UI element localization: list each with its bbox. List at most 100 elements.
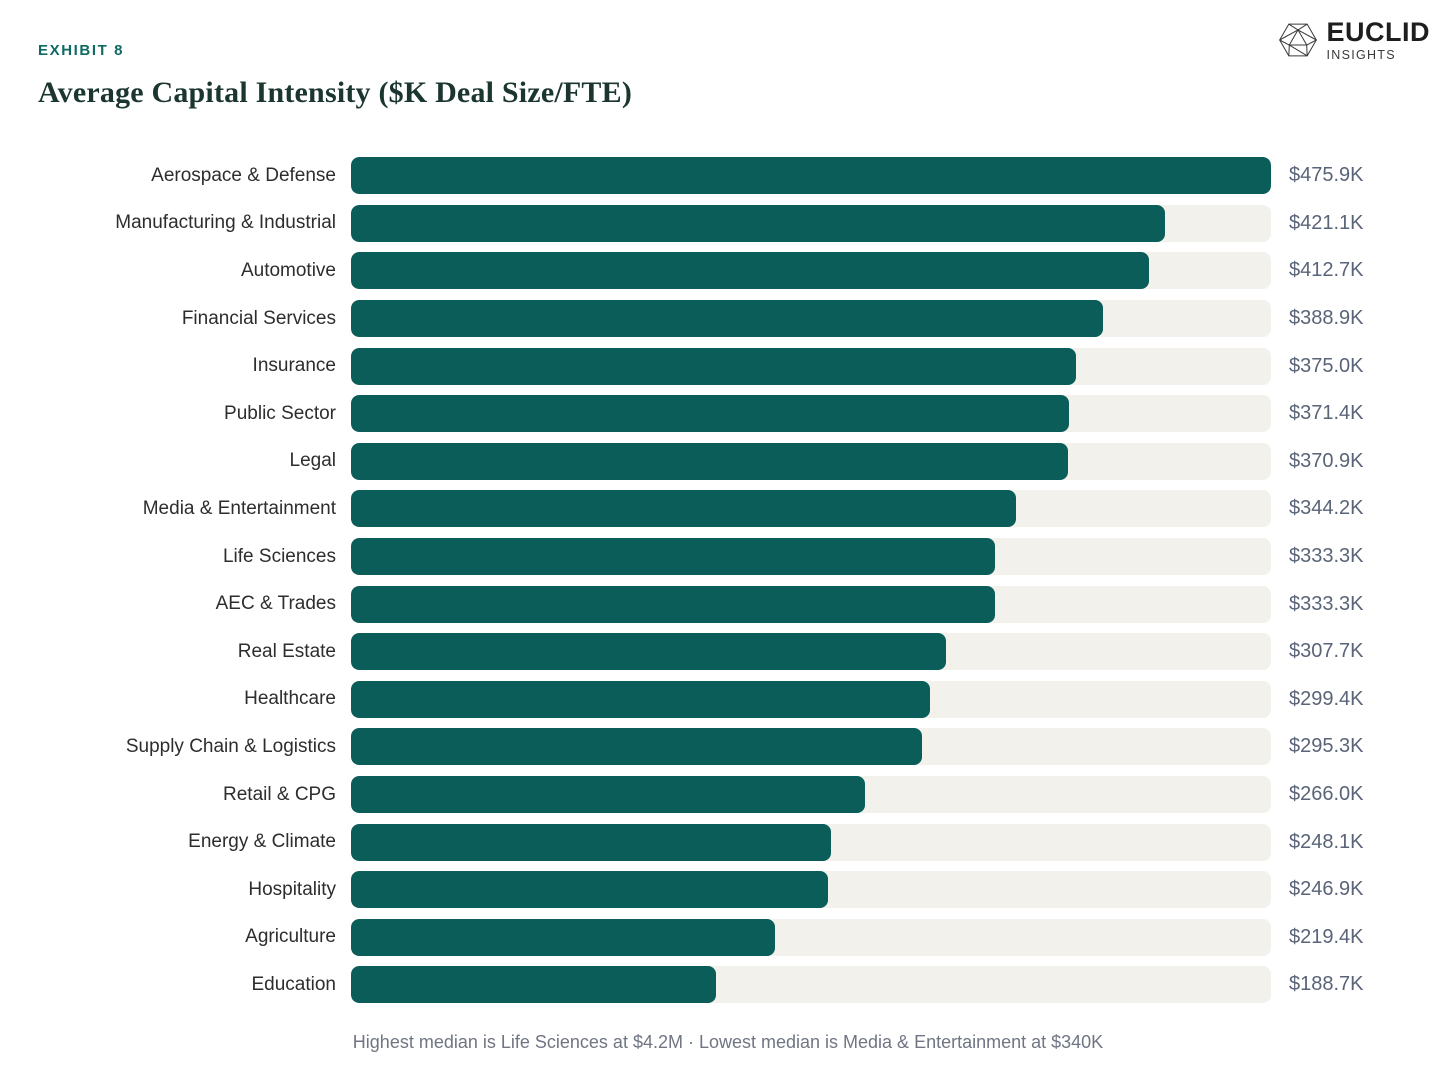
chart-row: Retail & CPG $266.0K bbox=[0, 771, 1456, 819]
bar-track bbox=[351, 680, 1271, 718]
value-label: $421.1K bbox=[1289, 211, 1364, 234]
value-label: $388.9K bbox=[1289, 307, 1364, 330]
bar-track bbox=[351, 538, 1271, 576]
bar-track bbox=[351, 728, 1271, 766]
chart-row: Hospitality $246.9K bbox=[0, 866, 1456, 914]
chart-row: Education $188.7K bbox=[0, 961, 1456, 1009]
bar-fill bbox=[351, 490, 1017, 528]
value-label: $375.0K bbox=[1289, 354, 1364, 377]
chart-row: Energy & Climate $248.1K bbox=[0, 818, 1456, 866]
category-label: Real Estate bbox=[237, 640, 336, 662]
category-label: Manufacturing & Industrial bbox=[115, 212, 336, 234]
bar-track bbox=[351, 300, 1271, 338]
chart-row: Insurance $375.0K bbox=[0, 342, 1456, 390]
bar-fill bbox=[351, 823, 831, 861]
bar-fill bbox=[351, 157, 1271, 195]
category-label: Hospitality bbox=[248, 878, 336, 900]
bar-track bbox=[351, 633, 1271, 671]
bar-fill bbox=[351, 395, 1069, 433]
bar-fill bbox=[351, 347, 1076, 385]
header: EXHIBIT 8 Average Capital Intensity ($K … bbox=[0, 0, 1456, 110]
chart-row: Life Sciences $333.3K bbox=[0, 533, 1456, 581]
chart-row: Public Sector $371.4K bbox=[0, 390, 1456, 438]
bar-fill bbox=[351, 918, 776, 956]
value-label: $266.0K bbox=[1289, 783, 1364, 806]
value-label: $370.9K bbox=[1289, 449, 1364, 472]
page-title: Average Capital Intensity ($K Deal Size/… bbox=[38, 76, 633, 109]
chart-row: Automotive $412.7K bbox=[0, 247, 1456, 295]
bar-fill bbox=[351, 776, 866, 814]
value-label: $219.4K bbox=[1289, 925, 1364, 948]
logo-name: EUCLID bbox=[1326, 16, 1430, 47]
category-label: Aerospace & Defense bbox=[151, 164, 336, 186]
chart-row: Real Estate $307.7K bbox=[0, 628, 1456, 676]
value-label: $295.3K bbox=[1289, 735, 1364, 758]
bar-track bbox=[351, 776, 1271, 814]
bar-fill bbox=[351, 728, 922, 766]
exhibit-label: EXHIBIT 8 bbox=[38, 42, 125, 59]
category-label: Insurance bbox=[252, 355, 336, 377]
bar-track bbox=[351, 347, 1271, 385]
bar-track bbox=[351, 157, 1271, 195]
category-label: Public Sector bbox=[224, 402, 336, 424]
value-label: $333.3K bbox=[1289, 545, 1364, 568]
bar-fill bbox=[351, 300, 1103, 338]
bar-fill bbox=[351, 204, 1166, 242]
icosahedron-wireframe-icon bbox=[1276, 18, 1320, 62]
bar-fill bbox=[351, 966, 716, 1004]
chart-row: Agriculture $219.4K bbox=[0, 914, 1456, 962]
category-label: Legal bbox=[289, 450, 337, 472]
chart-row: Media & Entertainment $344.2K bbox=[0, 485, 1456, 533]
value-label: $188.7K bbox=[1289, 973, 1364, 996]
value-label: $412.7K bbox=[1289, 259, 1364, 282]
footer-note: Highest median is Life Sciences at $4.2M… bbox=[352, 1031, 1104, 1052]
bar-fill bbox=[351, 442, 1069, 480]
bar-fill bbox=[351, 871, 829, 909]
bar-fill bbox=[351, 252, 1149, 290]
euclid-insights-logo: EUCLID INSIGHTS bbox=[1276, 18, 1431, 62]
category-label: Media & Entertainment bbox=[142, 497, 336, 519]
chart-row: Financial Services $388.9K bbox=[0, 295, 1456, 343]
value-label: $246.9K bbox=[1289, 878, 1364, 901]
bar-track bbox=[351, 871, 1271, 909]
bar-track bbox=[351, 966, 1271, 1004]
bar-track bbox=[351, 490, 1271, 528]
bar-track bbox=[351, 442, 1271, 480]
chart-row: Aerospace & Defense $475.9K bbox=[0, 152, 1456, 200]
bar-chart: Aerospace & Defense $475.9K Manufacturing … bbox=[0, 152, 1456, 1009]
chart-row: Healthcare $299.4K bbox=[0, 676, 1456, 724]
chart-row: AEC & Trades $333.3K bbox=[0, 580, 1456, 628]
bar-fill bbox=[351, 538, 996, 576]
chart-row: Manufacturing & Industrial $421.1K bbox=[0, 200, 1456, 248]
value-label: $248.1K bbox=[1289, 830, 1364, 853]
value-label: $371.4K bbox=[1289, 402, 1364, 425]
category-label: Retail & CPG bbox=[223, 783, 336, 805]
logo-subtitle: INSIGHTS bbox=[1326, 47, 1396, 62]
bar-track bbox=[351, 823, 1271, 861]
logo-text: EUCLID INSIGHTS bbox=[1326, 16, 1431, 62]
value-label: $307.7K bbox=[1289, 640, 1364, 663]
category-label: Education bbox=[251, 973, 336, 995]
category-label: Agriculture bbox=[245, 926, 336, 948]
category-label: Financial Services bbox=[181, 307, 336, 329]
bar-track bbox=[351, 204, 1271, 242]
value-label: $344.2K bbox=[1289, 497, 1364, 520]
bar-track bbox=[351, 585, 1271, 623]
value-label: $333.3K bbox=[1289, 592, 1364, 615]
category-label: Life Sciences bbox=[222, 545, 336, 567]
value-label: $475.9K bbox=[1289, 164, 1364, 187]
chart-row: Legal $370.9K bbox=[0, 438, 1456, 486]
category-label: AEC & Trades bbox=[215, 593, 336, 615]
category-label: Energy & Climate bbox=[188, 831, 336, 853]
bar-track bbox=[351, 395, 1271, 433]
bar-track bbox=[351, 252, 1271, 290]
bar-track bbox=[351, 918, 1271, 956]
category-label: Healthcare bbox=[244, 688, 336, 710]
bar-fill bbox=[351, 680, 930, 718]
category-label: Automotive bbox=[240, 259, 336, 281]
category-label: Supply Chain & Logistics bbox=[125, 735, 336, 757]
value-label: $299.4K bbox=[1289, 687, 1364, 710]
chart-row: Supply Chain & Logistics $295.3K bbox=[0, 723, 1456, 771]
bar-fill bbox=[351, 633, 946, 671]
